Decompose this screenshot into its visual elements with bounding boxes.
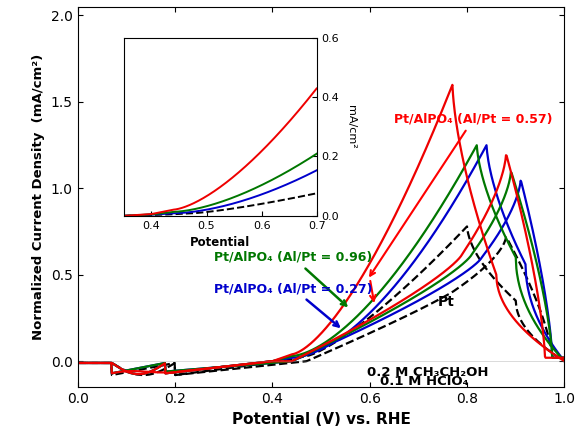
Text: 0.2 M CH₃CH₂OH: 0.2 M CH₃CH₂OH [367, 366, 489, 379]
Text: Pt/AlPO₄ (Al/Pt = 0.27): Pt/AlPO₄ (Al/Pt = 0.27) [214, 282, 373, 327]
Text: 0.1 M HClO₄: 0.1 M HClO₄ [380, 375, 468, 388]
Y-axis label: Normalized Current Density  (mA/cm²): Normalized Current Density (mA/cm²) [32, 54, 46, 340]
Y-axis label: mA/cm²: mA/cm² [346, 105, 356, 149]
Text: Pt/AlPO₄ (Al/Pt = 0.57): Pt/AlPO₄ (Al/Pt = 0.57) [370, 113, 552, 275]
X-axis label: Potential: Potential [190, 236, 251, 249]
Text: Pt/AlPO₄ (Al/Pt = 0.96): Pt/AlPO₄ (Al/Pt = 0.96) [214, 251, 372, 306]
Text: Pt: Pt [438, 295, 455, 309]
X-axis label: Potential (V) vs. RHE: Potential (V) vs. RHE [232, 412, 411, 427]
